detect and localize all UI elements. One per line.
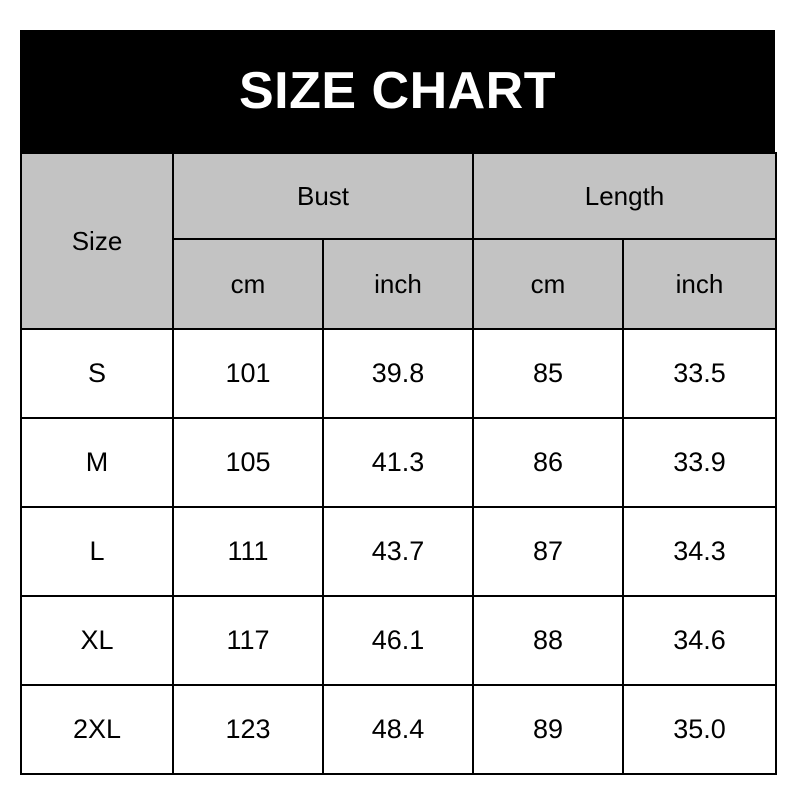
table-body: S 101 39.8 85 33.5 M 105 41.3 86 33.9 L … [20, 328, 777, 775]
cell-length-inch: 33.5 [622, 328, 777, 419]
header-bust: Bust [172, 152, 474, 240]
table-row: L 111 43.7 87 34.3 [20, 506, 777, 597]
cell-bust-inch: 46.1 [322, 595, 474, 686]
table-header: Size Bust Length cm inch cm inch [20, 152, 777, 330]
cell-size: S [20, 328, 174, 419]
cell-bust-inch: 41.3 [322, 417, 474, 508]
header-length: Length [472, 152, 777, 240]
cell-length-inch: 34.6 [622, 595, 777, 686]
cell-length-inch: 33.9 [622, 417, 777, 508]
header-row-groups: Size Bust Length [20, 152, 777, 330]
cell-bust-cm: 105 [172, 417, 324, 508]
cell-length-inch: 35.0 [622, 684, 777, 775]
header-bust-inch: inch [322, 238, 474, 330]
cell-bust-cm: 123 [172, 684, 324, 775]
header-length-cm: cm [472, 238, 624, 330]
cell-length-inch: 34.3 [622, 506, 777, 597]
table-row: S 101 39.8 85 33.5 [20, 328, 777, 419]
cell-length-cm: 89 [472, 684, 624, 775]
cell-size: M [20, 417, 174, 508]
cell-bust-cm: 101 [172, 328, 324, 419]
size-chart-frame: SIZE CHART Size Bust Length cm inch [20, 30, 777, 775]
cell-length-cm: 87 [472, 506, 624, 597]
cell-length-cm: 86 [472, 417, 624, 508]
cell-bust-inch: 39.8 [322, 328, 474, 419]
cell-bust-cm: 117 [172, 595, 324, 686]
table-row: M 105 41.3 86 33.9 [20, 417, 777, 508]
cell-bust-inch: 48.4 [322, 684, 474, 775]
size-chart-table: Size Bust Length cm inch cm inch S 101 3… [20, 152, 777, 775]
table-row: XL 117 46.1 88 34.6 [20, 595, 777, 686]
page-title: SIZE CHART [239, 62, 556, 120]
cell-size: XL [20, 595, 174, 686]
header-bust-cm: cm [172, 238, 324, 330]
table-row: 2XL 123 48.4 89 35.0 [20, 684, 777, 775]
cell-size: L [20, 506, 174, 597]
header-size: Size [20, 152, 174, 330]
header-length-inch: inch [622, 238, 777, 330]
cell-size: 2XL [20, 684, 174, 775]
cell-length-cm: 88 [472, 595, 624, 686]
cell-bust-cm: 111 [172, 506, 324, 597]
cell-bust-inch: 43.7 [322, 506, 474, 597]
cell-length-cm: 85 [472, 328, 624, 419]
chart-title-banner: SIZE CHART [20, 30, 775, 152]
header-row-units: cm inch cm inch [21, 238, 777, 330]
